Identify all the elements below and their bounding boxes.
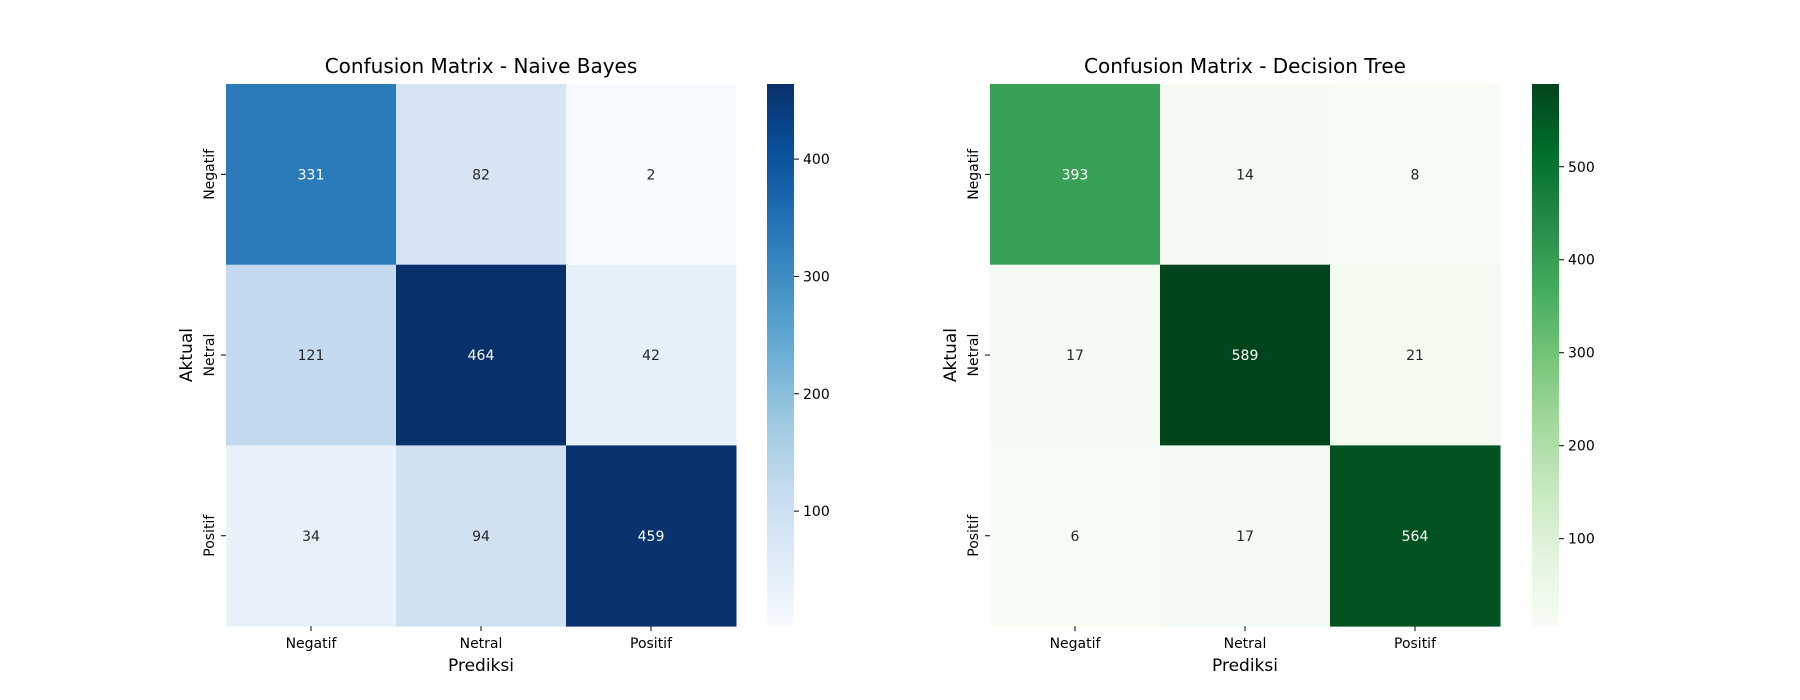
y-tick-label: Positif [966, 514, 982, 557]
cell-value-label: 589 [1232, 348, 1259, 364]
cell-value-label: 21 [1406, 348, 1424, 364]
cell-value-label: 94 [472, 529, 490, 545]
x-tick-label: Negatif [1050, 636, 1102, 652]
cell-value-label: 393 [1062, 167, 1089, 183]
colorbar-tick-label: 100 [1568, 532, 1595, 548]
heatmap-cell [396, 84, 567, 266]
heatmap-decision-tree: Confusion Matrix - Decision Tree 393 14 8 17… [941, 54, 1595, 676]
heatmap-cell [990, 445, 1161, 627]
heatmap-cell [226, 264, 397, 446]
heatmap-cell [990, 264, 1161, 446]
heatmap-cell [1160, 264, 1331, 446]
colorbar-tick-label: 500 [1568, 160, 1595, 176]
cell-value-label: 17 [1066, 348, 1084, 364]
heatmap-cell [226, 445, 397, 627]
colorbar-tick-label: 400 [1568, 253, 1595, 269]
x-tick-label: Positif [1394, 636, 1437, 652]
cell-value-label: 14 [1236, 167, 1254, 183]
heatmap-cell [990, 84, 1161, 266]
heatmap-cell [566, 84, 737, 266]
heatmap-cell [396, 264, 567, 446]
y-tick-label: Negatif [966, 148, 982, 200]
x-tick-label: Netral [460, 636, 503, 652]
colorbar-tick-label: 200 [1568, 439, 1595, 455]
colorbar-tick-label: 200 [803, 387, 830, 403]
heatmap-cell [1160, 445, 1331, 627]
cell-value-label: 42 [642, 348, 660, 364]
y-tick-label: Netral [966, 334, 982, 377]
x-axis-label: Prediksi [1212, 656, 1278, 676]
cell-value-label: 2 [647, 167, 656, 183]
cell-value-label: 34 [302, 529, 320, 545]
colorbar-tick-label: 300 [803, 269, 830, 285]
cell-value-label: 564 [1402, 529, 1429, 545]
chart-title: Confusion Matrix - Naive Bayes [325, 54, 638, 78]
heatmap-cell [1160, 84, 1331, 266]
heatmap-cell [1330, 84, 1501, 266]
cell-value-label: 464 [468, 348, 495, 364]
cell-value-label: 17 [1236, 529, 1254, 545]
x-tick-label: Netral [1224, 636, 1267, 652]
cell-value-label: 331 [298, 167, 325, 183]
colorbar-tick-label: 100 [803, 504, 830, 520]
cell-value-label: 6 [1071, 529, 1080, 545]
y-axis-label: Aktual [941, 328, 961, 382]
heatmap-cell [396, 445, 567, 627]
x-tick-label: Positif [630, 636, 673, 652]
heatmap-cell [566, 264, 737, 446]
y-axis-label: Aktual [177, 328, 197, 382]
heatmap-cell [226, 84, 397, 266]
y-tick-label: Positif [202, 514, 218, 557]
cell-value-label: 8 [1411, 167, 1420, 183]
colorbar [1532, 84, 1559, 627]
cell-value-label: 459 [638, 529, 665, 545]
heatmap-cell [566, 445, 737, 627]
heatmap-cell [1330, 264, 1501, 446]
x-tick-label: Negatif [286, 636, 338, 652]
cell-value-label: 121 [298, 348, 325, 364]
colorbar-tick-label: 300 [1568, 346, 1595, 362]
x-axis-label: Prediksi [448, 656, 514, 676]
y-tick-label: Negatif [202, 148, 218, 200]
colorbar-tick-label: 400 [803, 152, 830, 168]
heatmap-naive-bayes: Confusion Matrix - Naive Bayes 331 82 2 121 4… [177, 54, 830, 676]
cell-value-label: 82 [472, 167, 490, 183]
chart-title: Confusion Matrix - Decision Tree [1084, 54, 1406, 78]
y-tick-label: Netral [202, 334, 218, 377]
colorbar [767, 84, 794, 627]
heatmap-cell [1330, 445, 1501, 627]
